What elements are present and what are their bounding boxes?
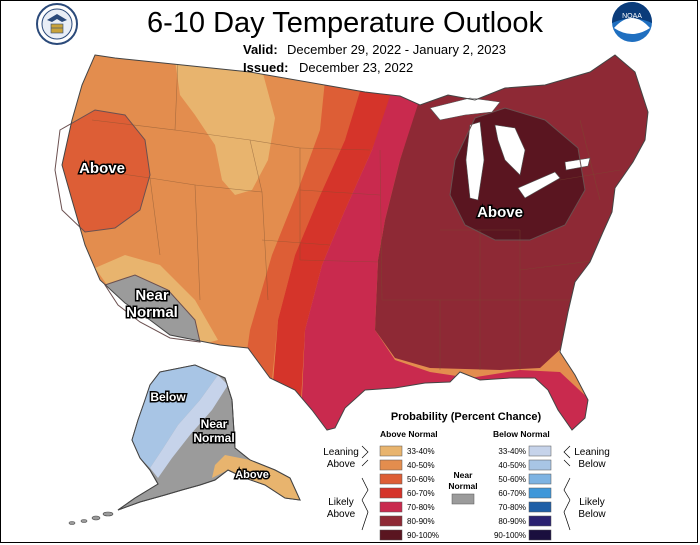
- valid-value: December 29, 2022 - January 2, 2023: [287, 42, 506, 57]
- legend-below-label-6: 90-100%: [494, 531, 526, 540]
- legend-leaning-above-2: Above: [327, 459, 356, 470]
- legend-above-swatch-5: [379, 515, 403, 527]
- legend-title: Probability (Percent Chance): [391, 411, 542, 423]
- legend-below-swatch-0: [528, 445, 552, 457]
- alaska-outline: [117, 364, 301, 511]
- lake-ontario: [564, 157, 591, 171]
- band-50-60: [240, 80, 362, 400]
- legend-likely-below-1: Likely: [579, 497, 605, 508]
- legend-near-label-2: Normal: [448, 481, 477, 491]
- legend-above-swatch-3: [379, 487, 403, 499]
- area-90-100-great-lakes: [450, 108, 585, 240]
- legend-above-swatch-6: [379, 529, 403, 541]
- alaska-above: [212, 455, 300, 500]
- noaa-logo-icon: NOAA: [612, 2, 652, 42]
- legend-near-swatch: [451, 493, 475, 505]
- legend-leaning-below-2: Below: [578, 459, 606, 470]
- legend-below-label-4: 70-80%: [498, 503, 526, 512]
- legend-likely-above-2: Above: [327, 509, 356, 520]
- legend-leaning-below-1: Leaning: [574, 447, 610, 458]
- conus-map: [54, 54, 649, 431]
- valid-label: Valid:: [243, 42, 278, 57]
- bracket-leaning-below: [563, 445, 571, 467]
- commerce-seal-icon: [36, 3, 78, 45]
- state-boundaries: [91, 59, 621, 370]
- legend-below-swatches: 33-40% 40-50% 50-60% 60-70% 70-80% 80-90% 90-1…: [494, 445, 552, 541]
- legend-below-swatch-4: [528, 501, 552, 513]
- legend-above-swatch-1: [379, 459, 403, 471]
- legend-above-swatch-4: [379, 501, 403, 513]
- contour-lines: [54, 107, 586, 343]
- legend-above-label-1: 40-50%: [407, 461, 435, 470]
- great-lakes: [429, 97, 591, 201]
- lake-michigan: [465, 121, 485, 201]
- label-alaska-near-1: Near: [201, 417, 228, 431]
- band-70-80: [300, 90, 590, 430]
- label-alaska-near-2: Normal: [193, 431, 234, 445]
- label-alaska-above: Above: [235, 469, 269, 481]
- legend-below-label-2: 50-60%: [498, 475, 526, 484]
- alaska-leaning-below: [150, 375, 228, 478]
- legend-above-swatch-0: [379, 445, 403, 457]
- legend-above-swatches: 33-40% 40-50% 50-60% 60-70% 70-80% 80-90% 90-1…: [379, 445, 439, 541]
- area-33-40-rockies: [175, 60, 275, 195]
- band-60-70: [270, 85, 392, 420]
- label-southwest-near-1: Near: [135, 287, 169, 304]
- legend-below-label-0: 33-40%: [498, 447, 526, 456]
- alaska-below: [132, 365, 218, 468]
- legend-above-header: Above Normal: [380, 429, 438, 439]
- legend-below-label-1: 40-50%: [498, 461, 526, 470]
- legend-above-label-0: 33-40%: [407, 447, 435, 456]
- legend-leaning-above-1: Leaning: [323, 447, 359, 458]
- legend-above-label-5: 80-90%: [407, 517, 435, 526]
- label-west-above: Above: [79, 160, 125, 177]
- legend-below-header: Below Normal: [493, 429, 550, 439]
- legend-below-swatch-6: [528, 529, 552, 541]
- legend-likely-below-2: Below: [578, 509, 606, 520]
- legend-below-label-5: 80-90%: [498, 517, 526, 526]
- legend-above-swatch-2: [379, 473, 403, 485]
- legend-below-swatch-3: [528, 487, 552, 499]
- noaa-logo-text: NOAA: [622, 13, 642, 20]
- label-southwest-near-2: Normal: [126, 304, 178, 321]
- legend-below-label-3: 60-70%: [498, 489, 526, 498]
- legend: Probability (Percent Chance) Above Norma…: [323, 411, 610, 541]
- legend-above-label-2: 50-60%: [407, 475, 435, 484]
- conus-outline: [61, 54, 649, 431]
- legend-near-label-1: Near: [454, 470, 474, 480]
- bracket-likely-above: [361, 477, 369, 531]
- legend-below-swatch-5: [528, 515, 552, 527]
- legend-above-label-6: 90-100%: [407, 531, 439, 540]
- bracket-leaning-above: [361, 445, 369, 467]
- legend-below-swatch-1: [528, 459, 552, 471]
- aleutian-islands: [68, 511, 114, 525]
- issued-label: Issued:: [243, 60, 289, 75]
- alaska-map: [68, 364, 301, 525]
- lake-huron: [494, 124, 526, 176]
- label-alaska-below: Below: [150, 390, 186, 404]
- label-east-above: Above: [477, 204, 523, 221]
- lake-erie: [517, 171, 561, 199]
- legend-above-label-3: 60-70%: [407, 489, 435, 498]
- legend-below-swatch-2: [528, 473, 552, 485]
- area-near-normal-socal: [105, 275, 200, 342]
- issued-value: December 23, 2022: [299, 60, 413, 75]
- bracket-likely-below: [563, 477, 571, 531]
- legend-above-label-4: 70-80%: [407, 503, 435, 512]
- page-title: 6-10 Day Temperature Outlook: [147, 7, 544, 39]
- legend-likely-above-1: Likely: [328, 497, 354, 508]
